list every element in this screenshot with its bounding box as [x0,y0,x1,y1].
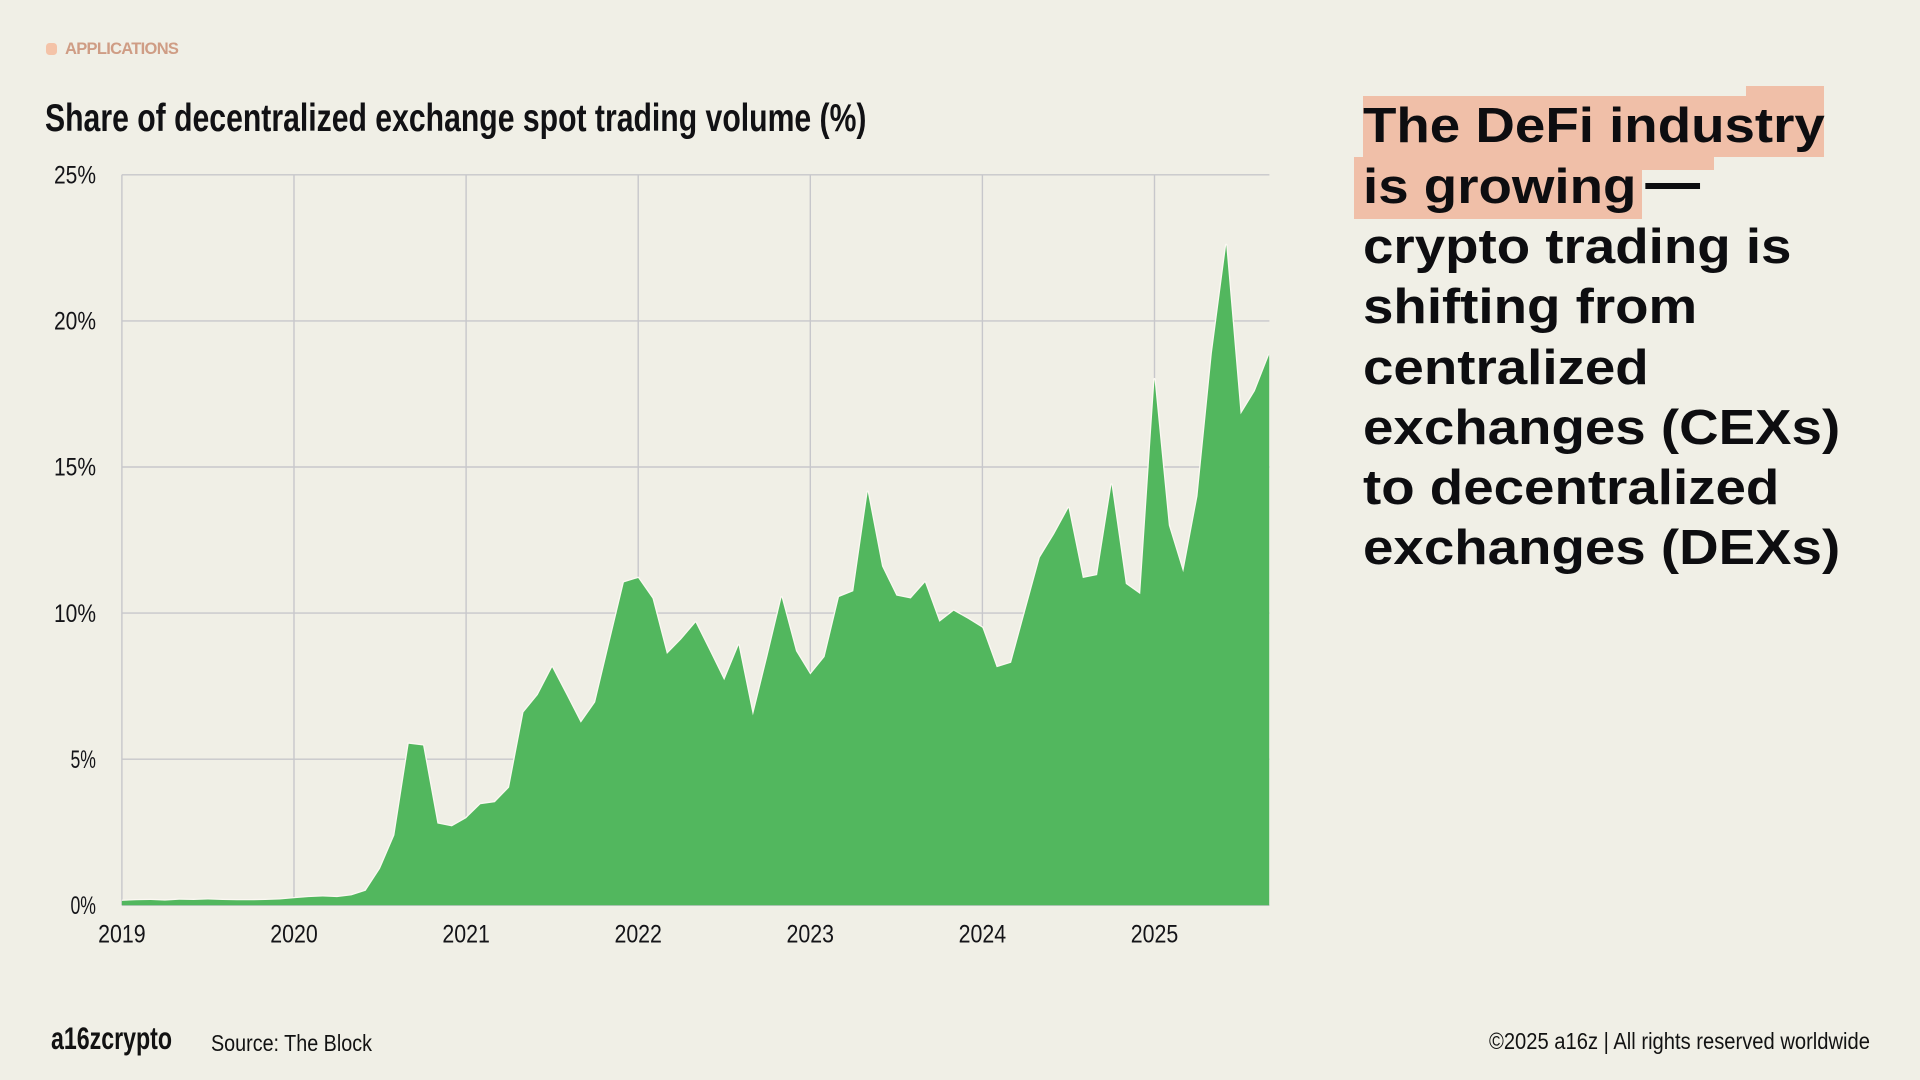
svg-text:2020: 2020 [270,922,318,949]
svg-text:2022: 2022 [614,922,662,949]
svg-text:2024: 2024 [959,922,1007,949]
svg-text:5%: 5% [71,746,97,774]
svg-text:15%: 15% [54,454,96,482]
svg-text:10%: 10% [54,600,96,628]
svg-text:2025: 2025 [1131,922,1179,949]
svg-text:20%: 20% [54,308,96,336]
svg-text:2019: 2019 [98,922,146,949]
svg-text:2021: 2021 [442,922,490,949]
svg-text:2023: 2023 [787,922,835,949]
svg-text:25%: 25% [54,162,96,190]
svg-text:0%: 0% [71,892,97,920]
